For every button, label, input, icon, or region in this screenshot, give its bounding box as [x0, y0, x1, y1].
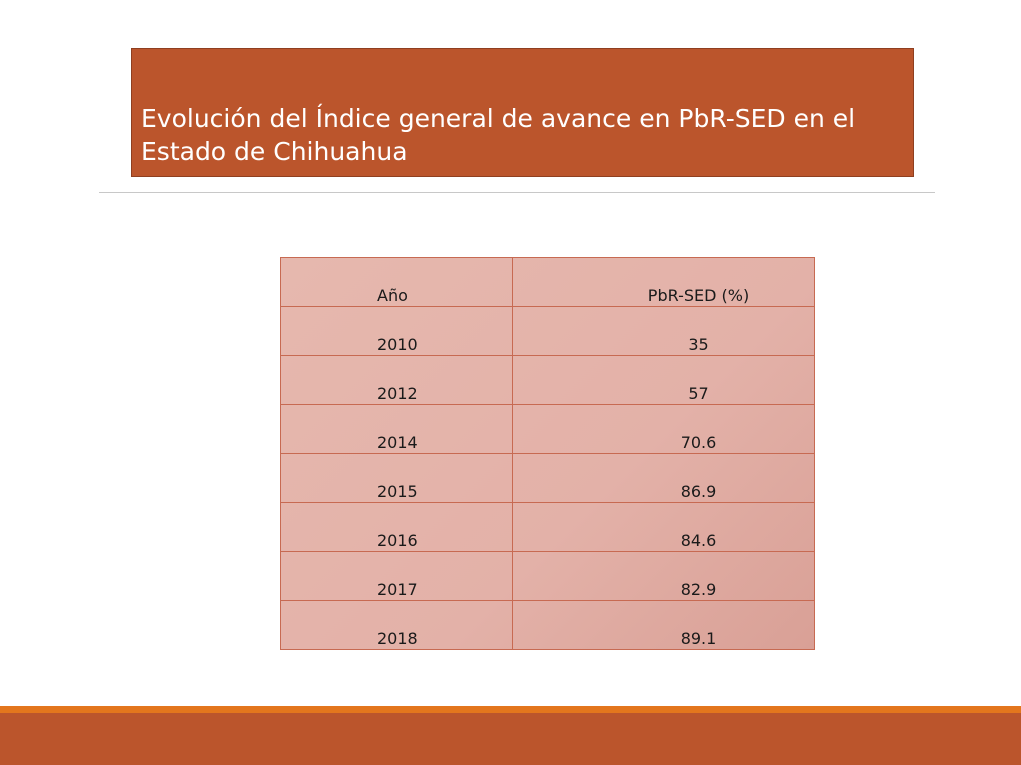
cell-value: 89.1	[512, 600, 815, 650]
slide-title: Evolución del Índice general de avance e…	[141, 104, 856, 166]
footer-bar	[0, 713, 1021, 765]
cell-value: 84.6	[512, 502, 815, 552]
cell-year: 2018	[280, 600, 513, 650]
cell-year: 2015	[280, 453, 513, 503]
cell-value: 35	[512, 306, 815, 356]
table-row: 2017 82.9	[280, 551, 815, 601]
cell-year: 2012	[280, 355, 513, 405]
cell-year: 2016	[280, 502, 513, 552]
table-row: 2015 86.9	[280, 453, 815, 503]
cell-year: 2017	[280, 551, 513, 601]
cell-value: 57	[512, 355, 815, 405]
title-box: Evolución del Índice general de avance e…	[131, 48, 914, 177]
table-row: 2012 57	[280, 355, 815, 405]
table-header-row: Año PbR-SED (%)	[280, 257, 815, 307]
table-row: 2010 35	[280, 306, 815, 356]
table-row: 2014 70.6	[280, 404, 815, 454]
table-row: 2016 84.6	[280, 502, 815, 552]
cell-year: 2010	[280, 306, 513, 356]
table-row: 2018 89.1	[280, 600, 815, 650]
cell-value: 70.6	[512, 404, 815, 454]
cell-year: 2014	[280, 404, 513, 454]
cell-value: 86.9	[512, 453, 815, 503]
header-year: Año	[280, 257, 513, 307]
footer-accent-line	[0, 706, 1021, 713]
data-table: Año PbR-SED (%) 2010 35 2012 57 2014 70.…	[280, 257, 815, 650]
header-value: PbR-SED (%)	[512, 257, 815, 307]
cell-value: 82.9	[512, 551, 815, 601]
title-divider	[99, 192, 935, 193]
